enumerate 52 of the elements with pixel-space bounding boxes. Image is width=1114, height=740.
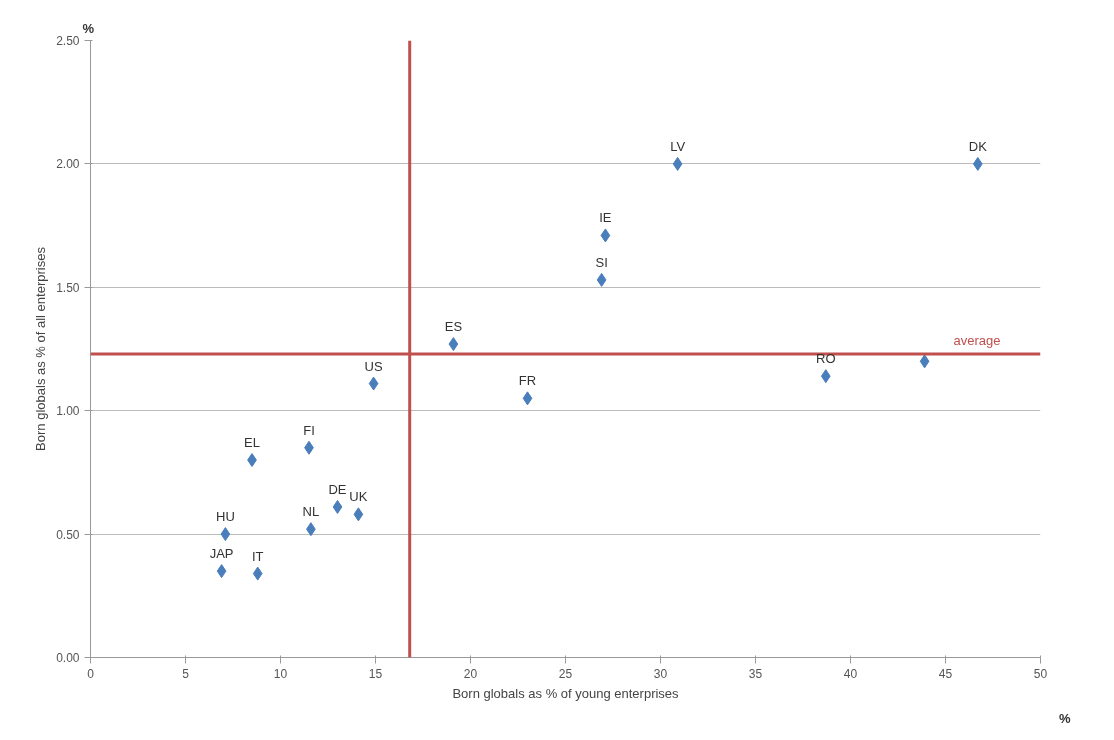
y-tick-label: 2.50 bbox=[56, 34, 80, 48]
annotation: IE bbox=[599, 210, 612, 226]
annotation: UK bbox=[349, 489, 368, 505]
annotation: DK bbox=[968, 138, 988, 154]
x-tick-label: 5 bbox=[182, 666, 190, 681]
point bbox=[820, 369, 831, 384]
point bbox=[600, 228, 611, 243]
y-tick-label: 2.00 bbox=[56, 157, 80, 172]
point bbox=[332, 499, 343, 514]
x-tick-label: 40 bbox=[843, 666, 858, 681]
x-tick-label: 20 bbox=[463, 666, 478, 681]
y-tick-label: 0.00 bbox=[56, 651, 80, 665]
point bbox=[919, 354, 930, 369]
y-tick-label: 1.00 bbox=[56, 404, 80, 419]
point bbox=[448, 337, 459, 352]
point bbox=[353, 507, 364, 522]
x-axis-title: Born globals as % of young enterprises bbox=[452, 685, 680, 701]
text: % bbox=[82, 20, 95, 36]
annotation: FI bbox=[303, 422, 315, 438]
text: % bbox=[1058, 710, 1071, 726]
annotation: DE bbox=[328, 481, 347, 497]
x-tick-label: 30 bbox=[653, 666, 668, 681]
y-tick-label: 0.50 bbox=[56, 527, 80, 542]
x-tick-label: 10 bbox=[273, 666, 288, 681]
y-tick-label: 1.50 bbox=[56, 280, 80, 295]
annotation: SI bbox=[595, 254, 608, 270]
x-tick-label: 35 bbox=[748, 666, 763, 681]
point bbox=[672, 156, 683, 171]
annotation: US bbox=[364, 358, 383, 374]
ref-line-label: average bbox=[953, 332, 1001, 348]
x-tick-label: 45 bbox=[938, 666, 953, 681]
point bbox=[522, 391, 533, 406]
x-tick-label: 0 bbox=[87, 666, 95, 681]
y-axis-title: Born globals as % of all enterprises bbox=[33, 246, 49, 451]
point bbox=[252, 566, 263, 581]
annotation: IT bbox=[251, 548, 264, 564]
x-tick-label: 25 bbox=[558, 666, 573, 681]
point bbox=[972, 156, 983, 171]
annotation: ES bbox=[444, 319, 463, 335]
annotation: RO bbox=[816, 351, 836, 367]
point bbox=[216, 564, 227, 579]
annotation: LV bbox=[670, 138, 686, 154]
x-tick-label: 15 bbox=[368, 666, 383, 681]
annotation: EL bbox=[244, 435, 260, 451]
annotation: HU bbox=[216, 509, 235, 525]
point bbox=[368, 376, 379, 391]
point bbox=[596, 272, 607, 287]
point bbox=[220, 527, 231, 542]
x-tick-label: 50 bbox=[1033, 666, 1048, 681]
annotation: NL bbox=[302, 504, 320, 520]
annotation: JAP bbox=[209, 546, 234, 562]
annotation: FR bbox=[518, 373, 537, 389]
